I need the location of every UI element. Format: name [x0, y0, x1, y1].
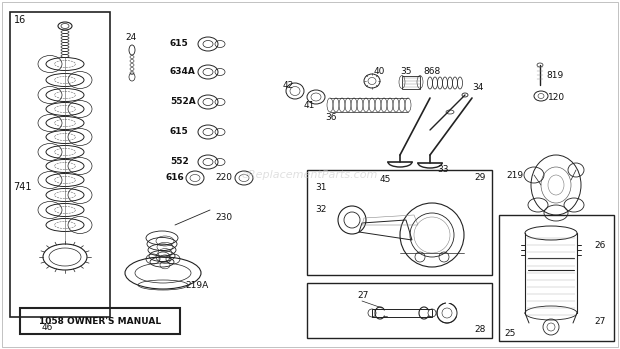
Text: 16: 16: [14, 15, 26, 25]
Text: 868: 868: [423, 67, 440, 76]
Bar: [307, 170, 492, 275]
Bar: [372, 309, 432, 317]
Text: 219: 219: [506, 171, 523, 179]
Text: 24: 24: [125, 34, 136, 43]
Text: 27: 27: [594, 317, 605, 326]
Text: 634A: 634A: [170, 67, 196, 76]
Text: 220: 220: [215, 173, 232, 183]
Text: 120: 120: [548, 94, 565, 103]
Text: 552A: 552A: [170, 97, 196, 106]
Text: 230: 230: [215, 214, 232, 223]
Text: 31: 31: [315, 184, 327, 193]
Text: 29: 29: [474, 173, 485, 183]
Text: 27: 27: [357, 290, 368, 299]
Text: 33: 33: [437, 165, 448, 174]
Text: 616: 616: [165, 173, 184, 183]
Text: 45: 45: [380, 176, 391, 185]
Text: 34: 34: [472, 83, 484, 92]
Text: 615: 615: [170, 39, 188, 49]
Text: 40: 40: [374, 67, 386, 76]
Text: 819: 819: [546, 70, 563, 80]
Text: 615: 615: [170, 127, 188, 136]
Text: 32: 32: [315, 206, 326, 215]
Text: 26: 26: [594, 240, 605, 250]
Text: 36: 36: [325, 113, 337, 122]
Bar: [402, 76, 420, 89]
Text: 28: 28: [474, 326, 485, 334]
Text: 219A: 219A: [185, 281, 208, 290]
Text: 46: 46: [42, 322, 53, 332]
Bar: [499, 215, 614, 341]
Text: 741: 741: [13, 182, 32, 192]
Text: 35: 35: [400, 67, 412, 76]
Text: 1058 OWNER'S MANUAL: 1058 OWNER'S MANUAL: [39, 317, 161, 326]
Text: 41: 41: [304, 101, 316, 110]
Bar: [20, 308, 180, 334]
Text: 42: 42: [283, 81, 294, 89]
Bar: [307, 283, 492, 338]
Text: 552: 552: [170, 157, 188, 166]
Bar: [10, 12, 110, 317]
Text: 25: 25: [504, 328, 515, 337]
Text: eReplacementParts.com: eReplacementParts.com: [242, 170, 378, 180]
